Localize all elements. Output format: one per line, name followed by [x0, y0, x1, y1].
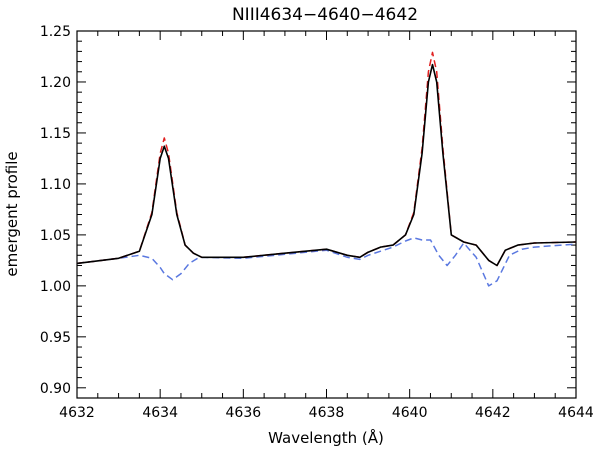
x-tick-label: 4636: [226, 405, 262, 421]
y-tick-label: 1.15: [40, 126, 71, 142]
x-tick-label: 4632: [59, 405, 95, 421]
x-tick-label: 4634: [142, 405, 178, 421]
series-line-0: [76, 63, 577, 267]
chart-title: NIII4634−4640−4642: [232, 5, 418, 25]
x-tick-label: 4640: [392, 405, 428, 421]
series-layer: [76, 51, 577, 287]
series-line-1: [76, 51, 577, 267]
y-tick-label: 1.10: [40, 177, 71, 193]
y-tick-label: 0.95: [40, 330, 71, 346]
y-tick-label: 0.90: [40, 381, 71, 397]
x-tick-label: 4638: [309, 405, 345, 421]
x-tick-label: 4642: [475, 405, 511, 421]
series-line-2: [76, 237, 577, 287]
x-axis: 4632 4634 4636 4638 4640 4642 4644: [59, 31, 594, 421]
x-tick-label: 4644: [558, 405, 594, 421]
y-tick-label: 1.05: [40, 228, 71, 244]
y-axis-label: emergent profile: [3, 151, 21, 276]
y-axis: 0.90 0.95 1.00 1.05 1.10 1.15 1.20 1.25: [40, 24, 576, 399]
y-tick-label: 1.00: [40, 279, 71, 295]
y-tick-label: 1.20: [40, 75, 71, 91]
x-axis-label: Wavelength (Å): [268, 428, 384, 447]
y-tick-label: 1.25: [40, 24, 71, 40]
